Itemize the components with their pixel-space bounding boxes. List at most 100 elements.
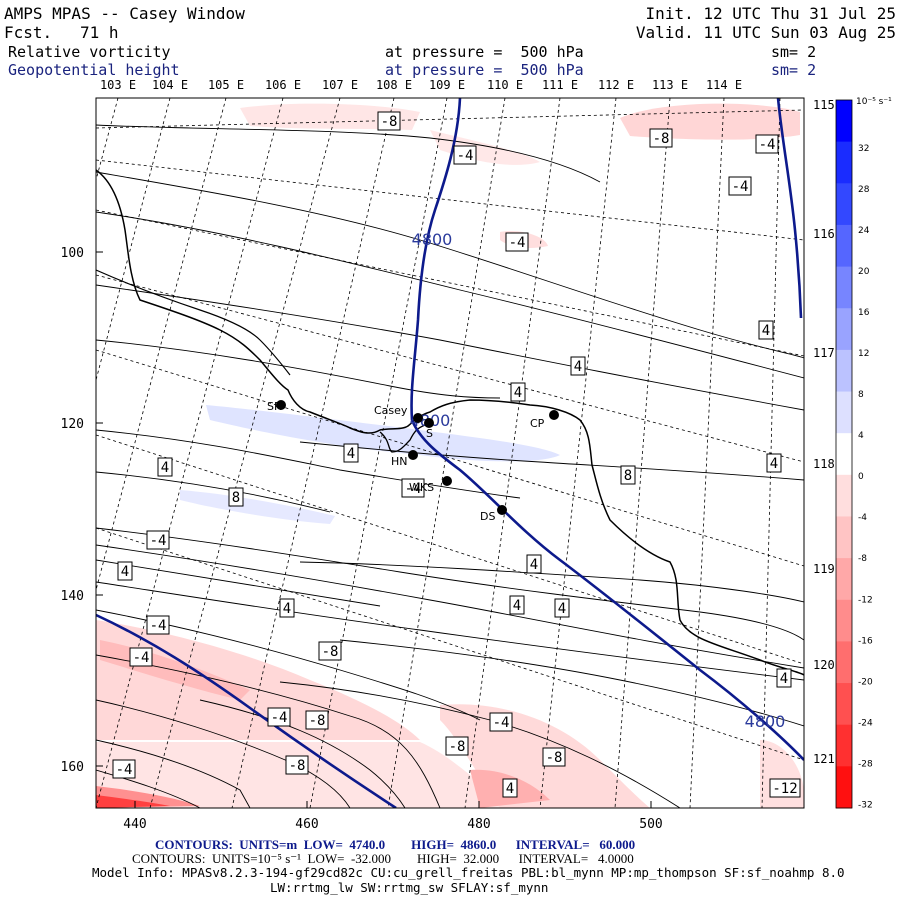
- station-casey: Casey: [374, 404, 423, 423]
- colorbar-segment: [836, 224, 852, 268]
- y-axis-tick-label: 160: [61, 760, 84, 775]
- svg-text:-4: -4: [457, 148, 474, 164]
- station-s: S: [424, 418, 434, 440]
- colorbar-segment: [836, 558, 852, 601]
- vorticity-contour-label: 4: [509, 595, 525, 615]
- height-contours: [96, 98, 804, 808]
- vorticity-contour-label: 4: [117, 561, 133, 581]
- field-geopotential-height: Geopotential height: [8, 61, 180, 79]
- station-sr: SR: [267, 400, 286, 413]
- colorbar-segment: [836, 474, 852, 517]
- footer-vorticity-contours: CONTOURS: UNITS=10⁻⁵ s⁻¹ LOW= -32.000 HI…: [132, 851, 634, 866]
- svg-text:4: 4: [347, 446, 355, 462]
- vorticity-contour-label: -8: [649, 128, 673, 148]
- svg-text:-8: -8: [449, 739, 466, 755]
- svg-text:4: 4: [513, 598, 521, 614]
- longitude-label-top: 108 E: [376, 78, 412, 92]
- vorticity-contour-label: 8: [620, 465, 636, 485]
- x-axis-tick-label: 500: [639, 817, 662, 832]
- svg-text:4: 4: [530, 557, 538, 573]
- vorticity-contour-label: 4: [502, 778, 518, 798]
- longitude-label-top: 114 E: [706, 78, 742, 92]
- colorbar-label: -16: [858, 636, 873, 646]
- model-title: AMPS MPAS -- Casey Window: [4, 4, 245, 23]
- colorbar-segment: [836, 308, 852, 351]
- longitude-label-top: 105 E: [208, 78, 244, 92]
- colorbar-label: -20: [858, 677, 873, 687]
- field-relative-vorticity: Relative vorticity: [8, 43, 171, 61]
- colorbar-label: 28: [858, 185, 870, 195]
- vorticity-contour-label: -4: [505, 232, 529, 252]
- vorticity-contour-label: 4: [157, 457, 173, 477]
- forecast-value: 71 h: [80, 23, 119, 42]
- colorbar-label: 12: [858, 349, 869, 359]
- colorbar-segment: [836, 683, 852, 726]
- smoothing-2: sm= 2: [771, 61, 817, 79]
- forecast-label: Fcst.: [4, 23, 53, 42]
- vorticity-contour-label: -8: [318, 641, 342, 661]
- longitude-label-top: 106 E: [265, 78, 301, 92]
- longitude-label-top: 104 E: [152, 78, 188, 92]
- svg-text:-4: -4: [133, 650, 150, 666]
- plot-frame: [95, 97, 805, 809]
- pressure-level-2: at pressure = 500 hPa: [385, 61, 584, 79]
- svg-text:-8: -8: [309, 713, 326, 729]
- init-time: Init. 12 UTC Thu 31 Jul 25: [645, 4, 896, 23]
- longitude-label-top: 103 E: [100, 78, 136, 92]
- svg-text:-4: -4: [150, 618, 167, 634]
- colorbar-label: 0: [858, 472, 864, 482]
- vorticity-contour-label: -4: [267, 707, 291, 727]
- vorticity-contour-label: 4: [570, 356, 586, 376]
- colorbar-segment: [836, 266, 852, 309]
- vorticity-contour-label: -8: [305, 710, 329, 730]
- station-cp: CP: [530, 410, 559, 430]
- longitude-label-top: 112 E: [598, 78, 634, 92]
- vorticity-contour-label: -4: [112, 759, 136, 779]
- svg-text:-8: -8: [289, 758, 306, 774]
- colorbar-label: 8: [858, 390, 864, 400]
- svg-text:-4: -4: [271, 710, 288, 726]
- colorbar-segment: [836, 433, 852, 476]
- pressure-level-1: at pressure = 500 hPa: [385, 43, 584, 61]
- colorbar-label: -28: [858, 759, 873, 769]
- svg-text:4: 4: [780, 671, 788, 687]
- svg-text:8: 8: [232, 490, 240, 506]
- svg-text:HN: HN: [391, 455, 408, 468]
- vorticity-contour-label: -8: [377, 111, 401, 131]
- colorbar-label: 16: [858, 308, 870, 318]
- station-hn: HN: [391, 450, 418, 468]
- svg-text:4: 4: [514, 385, 522, 401]
- vorticity-contour-label: 4: [343, 443, 359, 463]
- colorbar-label: 20: [858, 267, 870, 277]
- vorticity-contour-label: -4: [489, 712, 513, 732]
- height-contour-label: 4800: [745, 712, 786, 731]
- height-label-layer: 480048004800: [410, 230, 786, 731]
- svg-text:8: 8: [624, 468, 632, 484]
- svg-text:-4: -4: [405, 481, 422, 497]
- svg-text:CP: CP: [530, 417, 545, 430]
- svg-text:WKS: WKS: [409, 481, 434, 494]
- svg-text:-4: -4: [732, 179, 749, 195]
- colorbar-label: -4: [858, 513, 867, 523]
- smoothing-1: sm= 2: [771, 43, 817, 61]
- svg-text:S: S: [426, 427, 433, 440]
- vorticity-contour-label: 4: [766, 453, 782, 473]
- colorbar-label: 32: [858, 144, 869, 154]
- colorbar-segment: [836, 100, 852, 143]
- y-axis-tick-label: 140: [61, 589, 84, 604]
- coastline-inner: [96, 269, 291, 376]
- svg-text:SR: SR: [267, 400, 282, 413]
- vorticity-contour-label: -4: [146, 530, 170, 550]
- svg-text:-8: -8: [653, 131, 670, 147]
- colorbar-segment: [836, 766, 852, 809]
- vorticity-contour-label: 4: [776, 668, 792, 688]
- svg-text:-4: -4: [493, 715, 510, 731]
- longitude-label-top: 111 E: [542, 78, 578, 92]
- svg-text:4: 4: [506, 781, 514, 797]
- footer-physics-info: LW:rrtmg_lw SW:rrtmg_sw SFLAY:sf_mynn: [270, 880, 549, 895]
- vorticity-contour-label: -4: [453, 145, 477, 165]
- x-axis-tick-label: 480: [467, 817, 490, 832]
- colorbar-segment: [836, 349, 852, 393]
